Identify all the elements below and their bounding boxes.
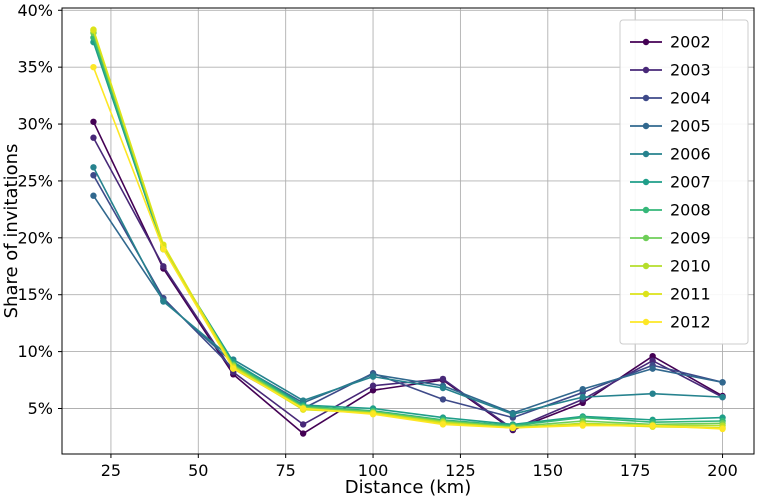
y-tick-label: 40% [17,1,53,20]
x-tick-label: 50 [188,461,208,480]
series-marker-2005 [719,379,726,386]
legend-label: 2008 [670,201,711,220]
legend-marker [642,178,650,186]
series-marker-2002 [649,352,656,360]
series-marker-2006 [299,397,307,404]
series-line-2005 [92,195,723,414]
series-marker-2006 [509,410,517,418]
series-marker-2012 [369,410,377,418]
x-tick-label: 150 [533,461,564,480]
y-tick-label: 20% [17,228,53,247]
legend-marker [642,38,650,46]
legend-layer: 2002 2003 2004 2005 2006 2007 2008 2009 2010 2011… [619,19,749,345]
y-axis-label: Share of invitations [1,144,22,319]
y-tick-label: 10% [17,342,53,361]
series-marker-2003 [299,421,307,428]
series-marker-2005 [90,192,97,199]
series-marker-2004 [90,172,97,179]
series-line-2006 [92,166,723,415]
plot-border [61,7,755,455]
series-marker-2012 [439,421,447,428]
series-marker-2006 [90,164,97,171]
axes-layer: 5% 10% 15% 20% 25% 30% 35% 40% 25 50 75 100 125 150 17… [17,1,755,480]
series-marker-2003 [160,263,167,270]
legend-label: 2011 [670,285,711,304]
series-marker-2003 [439,375,447,383]
series-marker-2012 [230,365,237,372]
series-marker-2002 [90,118,97,125]
legend-marker [642,66,650,74]
series-marker-2006 [160,298,167,305]
grid-layer [62,8,754,454]
legend-marker [642,234,650,242]
legend-label: 2006 [670,145,711,164]
x-tick-label: 100 [358,461,389,480]
series-marker-2012 [579,422,586,429]
series-marker-2004 [439,396,447,403]
series-marker-2006 [579,393,586,401]
series-marker-2012 [719,425,726,433]
series-marker-2006 [649,390,656,397]
legend-box [619,19,749,345]
y-tick-label: 5% [28,399,53,418]
legend-label: 2005 [670,117,711,136]
x-tick-label: 25 [101,461,121,480]
legend-label: 2010 [670,257,711,276]
legend-label: 2002 [670,33,711,52]
series-marker-2012 [509,424,517,432]
y-tick-label: 30% [17,115,53,134]
x-tick-label: 125 [445,461,476,480]
x-tick-label: 175 [620,461,651,480]
series-marker-2012 [90,63,97,71]
series-marker-2006 [439,384,447,392]
series-marker-2005 [649,365,656,372]
legend-marker [642,122,650,130]
legend-label: 2004 [670,89,711,108]
series-marker-2003 [90,134,97,141]
series-marker-2012 [160,246,167,253]
series-marker-2012 [649,422,656,429]
x-tick-label: 75 [275,461,295,480]
series-marker-2006 [719,393,726,401]
series-marker-2006 [369,373,377,380]
y-tick-label: 15% [17,285,53,304]
legend-marker [642,150,650,158]
x-tick-label: 200 [707,461,738,480]
legend-label: 2009 [670,229,711,248]
series-marker-2011 [90,26,97,33]
legend-label: 2012 [670,313,711,332]
series-marker-2002 [369,387,377,394]
series-marker-2003 [649,357,656,364]
legend-marker [642,94,650,102]
series-line-2012 [92,66,723,430]
series-marker-2002 [299,430,307,437]
series-marker-2003 [369,382,377,389]
legend-label: 2007 [670,173,711,192]
legend-marker [642,318,650,326]
y-tick-label: 25% [17,171,53,190]
x-axis-label: Distance (km) [345,477,471,498]
series-marker-2012 [299,405,307,412]
y-tick-label: 35% [17,58,53,77]
series-layer [90,26,726,437]
legend-marker [642,290,650,298]
legend-marker [642,206,650,214]
series-marker-2005 [579,385,586,393]
legend-marker [642,262,650,270]
legend-label: 2003 [670,61,711,80]
